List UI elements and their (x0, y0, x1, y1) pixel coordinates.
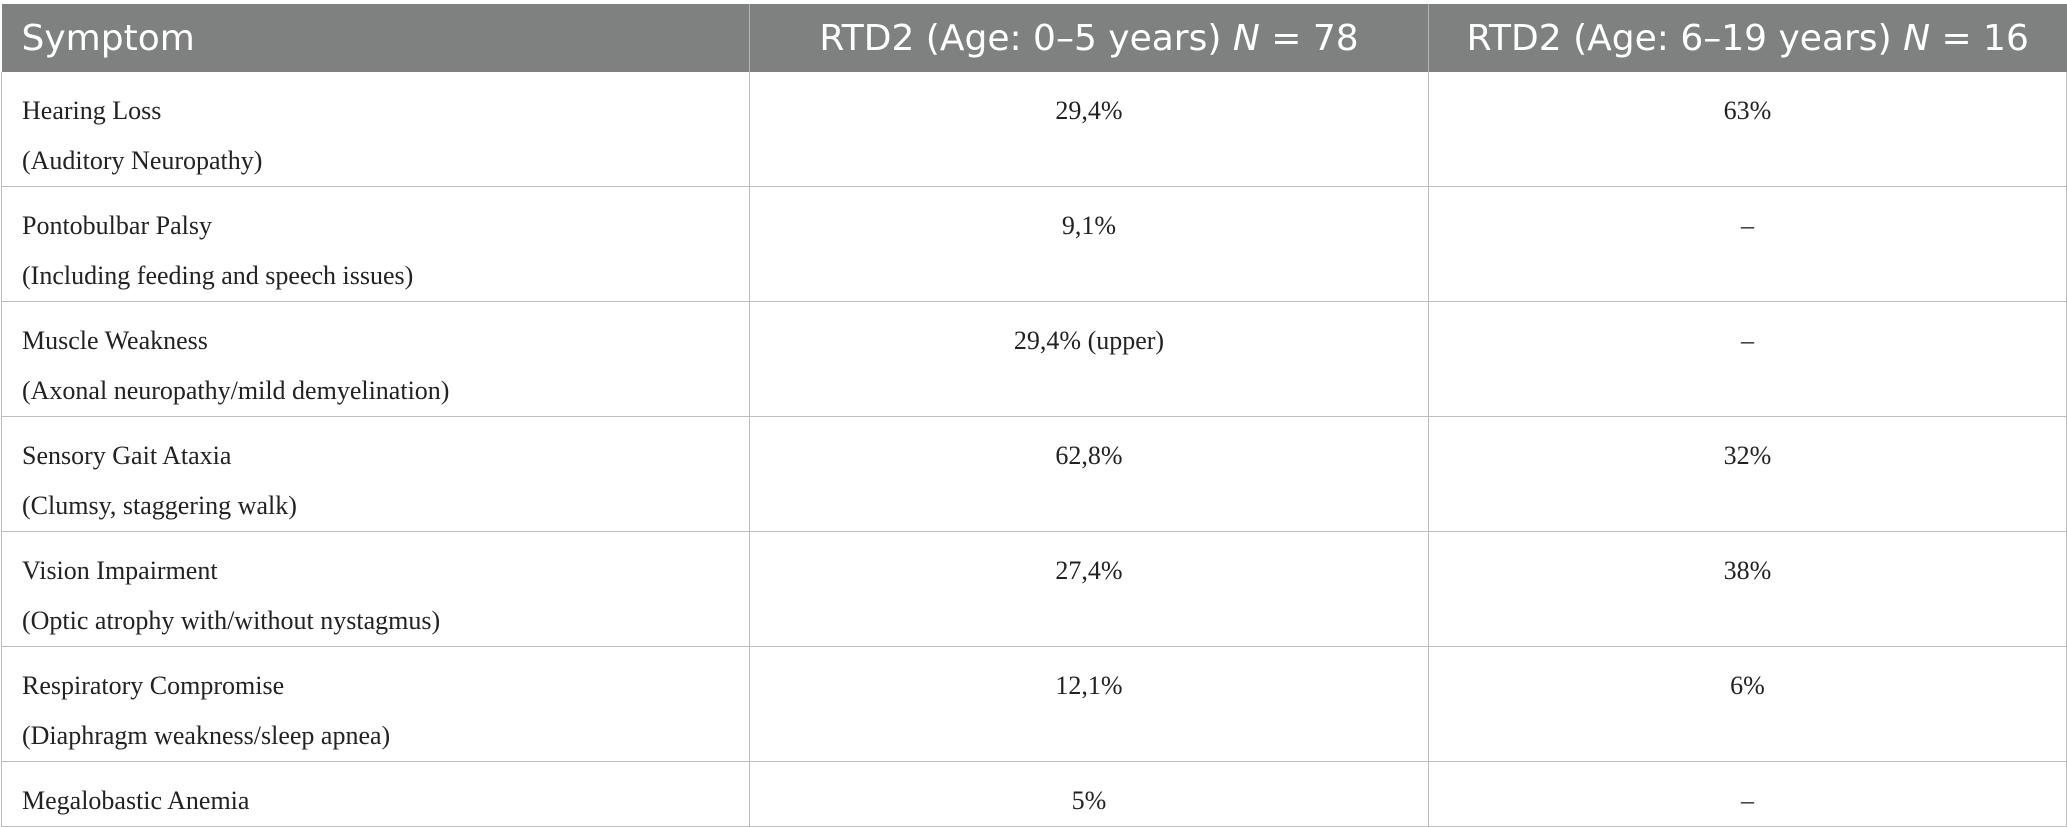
header-age-6-19: RTD2 (Age: 6–19 years) N = 16 (1428, 4, 2067, 72)
header-age-0-5: RTD2 (Age: 0–5 years) N = 78 (749, 4, 1429, 72)
symptom-name: Pontobulbar Palsy (22, 211, 212, 240)
table-row: Respiratory Compromise (Diaphragm weaknes… (1, 646, 2067, 762)
symptom-table: Symptom RTD2 (Age: 0–5 years) N = 78 RTD… (1, 4, 2067, 827)
table-row: Megalobastic Anemia 5% – (1, 761, 2067, 827)
age-6-19-value: 38% (1428, 531, 2067, 647)
age-0-5-value: 12,1% (749, 646, 1429, 762)
symptom-cell: Respiratory Compromise (Diaphragm weaknes… (1, 646, 750, 762)
symptom-cell: Pontobulbar Palsy (Including feeding and … (1, 186, 750, 302)
age-0-5-value: 62,8% (749, 416, 1429, 532)
table-row: Sensory Gait Ataxia (Clumsy, staggering w… (1, 416, 2067, 532)
symptom-cell: Megalobastic Anemia (1, 761, 750, 827)
table-row: Vision Impairment (Optic atrophy with/wit… (1, 531, 2067, 647)
symptom-cell: Vision Impairment (Optic atrophy with/wit… (1, 531, 750, 647)
table-row: Pontobulbar Palsy (Including feeding and … (1, 186, 2067, 302)
header-age-6-19-prefix: RTD2 (Age: 6–19 years) (1466, 17, 1904, 59)
age-0-5-value: 29,4% (749, 72, 1429, 187)
symptom-detail: (Clumsy, staggering walk) (22, 491, 297, 520)
header-row: Symptom RTD2 (Age: 0–5 years) N = 78 RTD… (1, 4, 2067, 72)
age-6-19-value: – (1428, 301, 2067, 417)
age-0-5-value: 5% (749, 761, 1429, 827)
symptom-detail: (Optic atrophy with/without nystagmus) (22, 606, 441, 635)
symptom-name: Hearing Loss (22, 96, 162, 125)
header-age-0-5-n-value: = 78 (1259, 17, 1359, 59)
header-age-0-5-n-label: N (1232, 17, 1260, 59)
table-header: Symptom RTD2 (Age: 0–5 years) N = 78 RTD… (1, 4, 2067, 72)
symptom-name: Vision Impairment (22, 556, 218, 585)
age-6-19-value: – (1428, 186, 2067, 302)
header-age-6-19-n-value: = 16 (1930, 17, 2029, 59)
symptom-cell: Sensory Gait Ataxia (Clumsy, staggering w… (1, 416, 750, 532)
header-age-0-5-prefix: RTD2 (Age: 0–5 years) (819, 17, 1233, 59)
age-6-19-value: 6% (1428, 646, 2067, 762)
age-0-5-value: 9,1% (749, 186, 1429, 302)
table-row: Hearing Loss (Auditory Neuropathy) 29,4% … (1, 72, 2067, 187)
symptom-detail: (Including feeding and speech issues) (22, 261, 414, 290)
symptom-cell: Hearing Loss (Auditory Neuropathy) (1, 72, 750, 187)
age-6-19-value: – (1428, 761, 2067, 827)
age-0-5-value: 27,4% (749, 531, 1429, 647)
symptom-detail: (Axonal neuropathy/mild demyelination) (22, 376, 450, 405)
header-symptom: Symptom (1, 4, 750, 72)
symptom-name: Respiratory Compromise (22, 671, 285, 700)
symptom-name: Megalobastic Anemia (22, 786, 250, 815)
symptom-detail: (Auditory Neuropathy) (22, 146, 263, 175)
table-body: Hearing Loss (Auditory Neuropathy) 29,4% … (1, 72, 2067, 827)
symptom-cell: Muscle Weakness (Axonal neuropathy/mild d… (1, 301, 750, 417)
header-age-6-19-n-label: N (1903, 17, 1930, 59)
age-6-19-value: 63% (1428, 72, 2067, 187)
symptom-detail: (Diaphragm weakness/sleep apnea) (22, 721, 391, 750)
table-row: Muscle Weakness (Axonal neuropathy/mild d… (1, 301, 2067, 417)
age-6-19-value: 32% (1428, 416, 2067, 532)
symptom-name: Sensory Gait Ataxia (22, 441, 232, 470)
age-0-5-value: 29,4% (upper) (749, 301, 1429, 417)
symptom-name: Muscle Weakness (22, 326, 208, 355)
